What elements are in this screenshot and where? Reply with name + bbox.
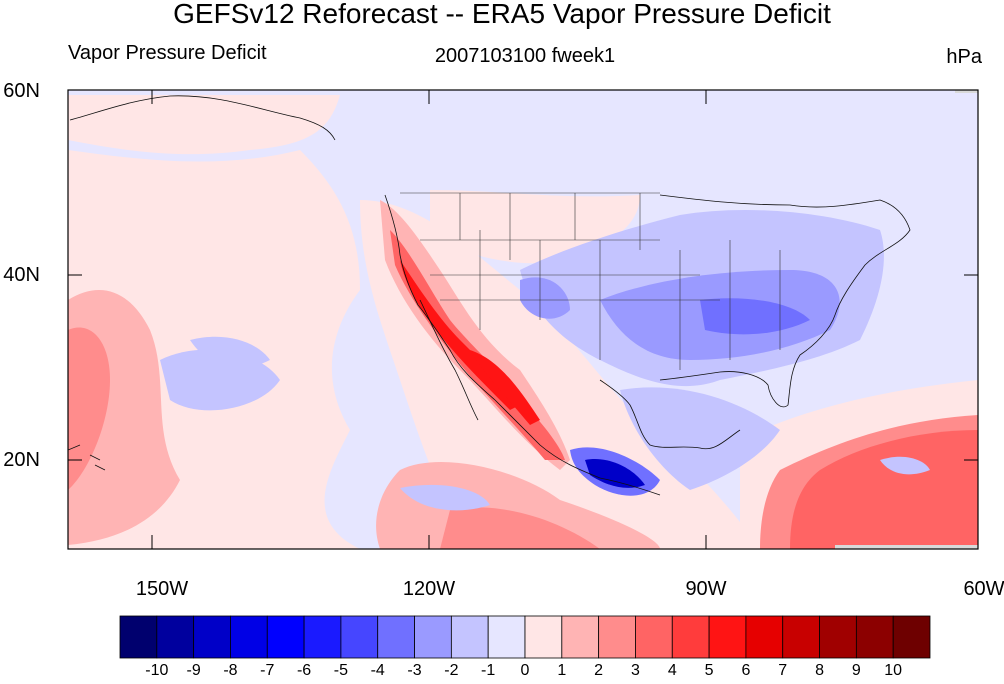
missing-data-strip-top <box>955 90 978 93</box>
ohio-valley-negative-core <box>700 298 810 335</box>
lat-label-40n: 40N <box>3 264 40 286</box>
colorbar-box <box>230 615 268 659</box>
gulf-negative-field <box>620 387 780 490</box>
state-borders <box>400 192 781 370</box>
baja-warm-core <box>470 350 540 425</box>
colorbar-label: -4 <box>370 662 385 679</box>
lat-label-20n: 20N <box>3 449 40 471</box>
map-frame <box>67 89 979 550</box>
colorbar-box <box>340 615 379 659</box>
colorbar-label: 0 <box>520 662 530 679</box>
colorbar-label: 1 <box>557 662 567 679</box>
colorbar-label: -8 <box>223 662 238 679</box>
colorado-negative-field <box>520 277 570 319</box>
lon-label-150w: 150W <box>135 578 189 600</box>
colorbar-box <box>119 615 158 659</box>
colorbar-label: 6 <box>741 662 751 679</box>
colorbar-label: -2 <box>444 662 459 679</box>
pacific-negative-patch-3 <box>400 484 490 511</box>
colorbar-box <box>193 615 231 659</box>
colorbar-box <box>892 615 931 659</box>
colorbar-label: 7 <box>778 662 788 679</box>
colorbar-box <box>671 615 710 659</box>
colorbar-label: 5 <box>704 662 714 679</box>
colorbar-box <box>266 615 305 659</box>
colorbar-label: 2 <box>594 662 604 679</box>
colorbar-label: -6 <box>296 662 312 679</box>
colorbar-box <box>487 615 526 659</box>
atlantic-warm-core <box>790 430 978 549</box>
colorbar-box <box>524 615 563 659</box>
colorbar-box <box>855 615 894 659</box>
colorbar-label: 10 <box>884 662 903 679</box>
alaska-positive-field <box>68 95 340 155</box>
colorbar-box <box>782 615 820 659</box>
colorbar-box <box>450 615 489 659</box>
colorbar-label: -10 <box>145 662 169 679</box>
colorbar-box <box>635 615 673 659</box>
map-ticks <box>68 90 978 549</box>
coastlines <box>68 95 911 496</box>
caribbean-negative-patch <box>880 456 930 475</box>
colorbar-box <box>745 615 784 659</box>
colorbar-label: 4 <box>667 662 677 679</box>
eastern-pacific-warm-core <box>440 507 600 549</box>
colorbar-label: -3 <box>407 662 422 679</box>
colorbar-box <box>303 615 342 659</box>
missing-data-strip <box>835 545 978 549</box>
colorbar-label: -7 <box>260 662 275 679</box>
colorbar-box <box>414 615 452 659</box>
variable-subtitle: Vapor Pressure Deficit <box>68 42 267 64</box>
colorbar-label: -9 <box>186 662 201 679</box>
lat-label-60n: 60N <box>3 80 40 102</box>
colorbar-label: -5 <box>333 662 349 679</box>
colorbar-box <box>708 615 747 659</box>
colorbar-box <box>377 615 415 659</box>
lon-label-90w: 90W <box>685 578 727 600</box>
mexico-negative-core <box>585 459 645 488</box>
colorbar-box <box>598 615 636 659</box>
pacific-negative-patch-2 <box>190 336 270 369</box>
date-subtitle: 2007103100 fweek1 <box>434 45 616 67</box>
colorbar-label: 8 <box>815 662 824 679</box>
colorbar-box <box>561 615 600 659</box>
colorbar-label: 9 <box>851 662 861 679</box>
colorbar-label: -1 <box>481 662 496 679</box>
lon-label-60w: 60W <box>963 578 1004 600</box>
lon-label-120w: 120W <box>402 578 456 600</box>
colorbar-box <box>819 615 857 659</box>
map-title: GEFSv12 Reforecast -- ERA5 Vapor Pressur… <box>173 0 831 29</box>
units-subtitle: hPa <box>946 46 982 68</box>
west-pacific-warm-core <box>68 327 110 490</box>
colorbar-label: 3 <box>631 662 640 679</box>
colorbar-box <box>156 615 195 659</box>
